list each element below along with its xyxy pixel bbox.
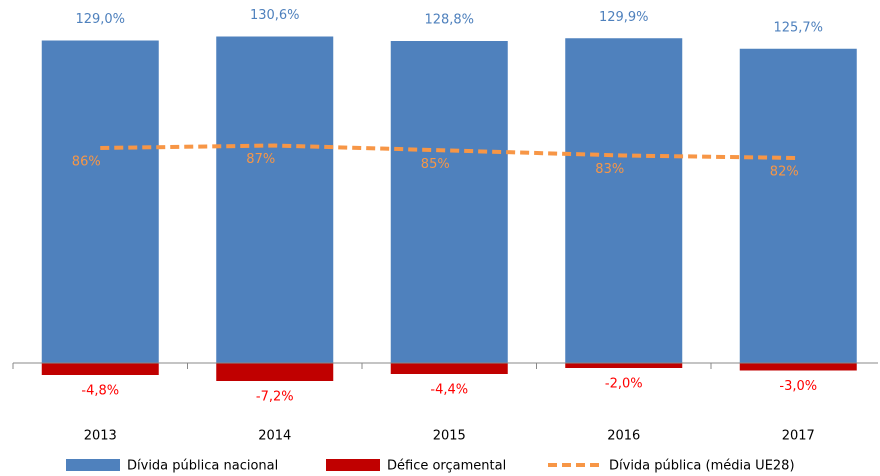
data-label: 87% [246, 152, 275, 167]
data-label: -7,2% [256, 390, 294, 405]
bar [565, 38, 683, 363]
bar [739, 48, 857, 363]
x-tick-label: 2013 [84, 429, 117, 444]
legend-label: Dívida pública (média UE28) [609, 459, 795, 474]
data-label: 129,9% [599, 10, 649, 25]
bar [41, 363, 159, 375]
legend-label: Dívida pública nacional [127, 459, 278, 474]
x-tick-label: 2016 [607, 429, 640, 444]
bar [216, 36, 334, 363]
data-label: -4,4% [430, 383, 468, 398]
legend-swatch [326, 459, 380, 471]
bar [565, 363, 683, 368]
data-label: 82% [770, 165, 799, 180]
line [100, 143, 799, 160]
data-label: 125,7% [773, 20, 823, 35]
bar [216, 363, 334, 381]
data-label: 130,6% [250, 8, 300, 23]
bar [390, 363, 508, 374]
data-label: 85% [421, 157, 450, 172]
data-label: -4,8% [81, 384, 119, 399]
data-label: -3,0% [779, 379, 817, 394]
bar [739, 363, 857, 371]
legend-label: Défice orçamental [387, 459, 506, 474]
x-tick-label: 2015 [433, 429, 466, 444]
data-label: -2,0% [605, 377, 643, 392]
data-label: 86% [72, 155, 101, 170]
x-tick-label: 2017 [782, 429, 815, 444]
data-label: 128,8% [424, 13, 474, 28]
data-label: 129,0% [75, 12, 125, 27]
legend-swatch [66, 459, 120, 471]
bar [41, 40, 159, 363]
data-label: 83% [595, 162, 624, 177]
x-tick-label: 2014 [258, 429, 291, 444]
bar [390, 41, 508, 363]
